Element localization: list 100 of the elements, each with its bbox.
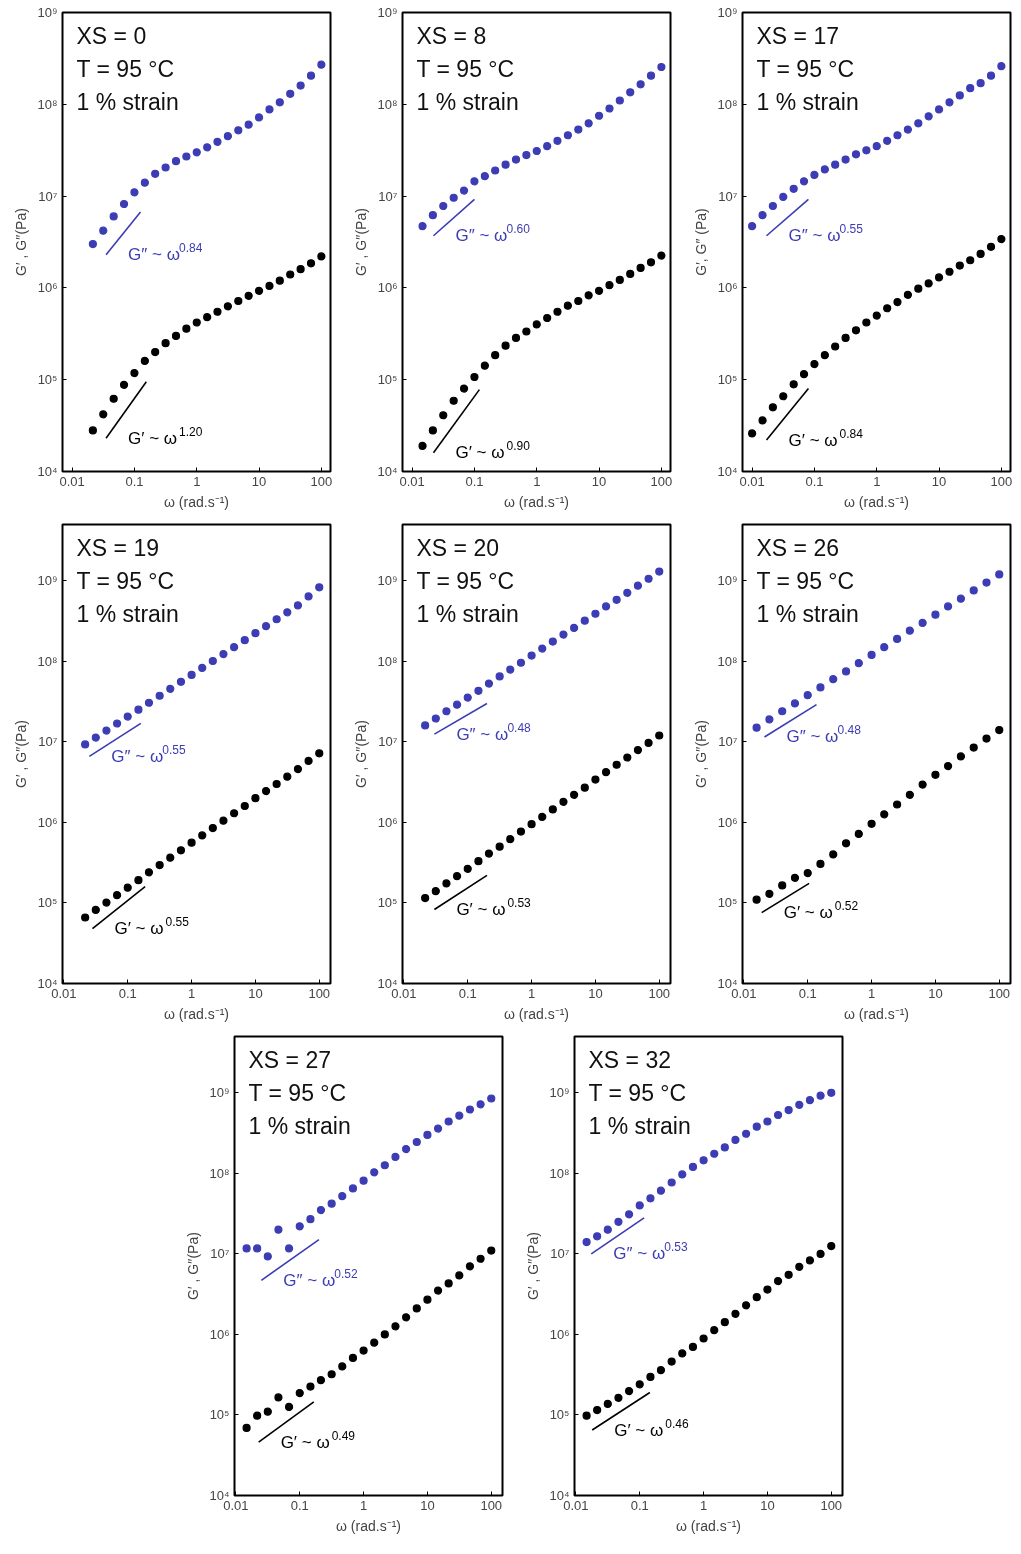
y-tick-label: 10⁴ — [37, 464, 58, 479]
point — [582, 1238, 591, 1247]
point — [254, 286, 264, 295]
point — [453, 872, 462, 881]
point — [854, 829, 863, 838]
point — [428, 426, 437, 435]
point — [171, 157, 181, 166]
point — [491, 351, 500, 360]
point — [182, 324, 191, 333]
point — [816, 683, 825, 692]
annotation: T = 95 °C — [416, 567, 515, 594]
point — [657, 251, 666, 260]
y-tick-label: 10⁶ — [377, 814, 398, 830]
point — [872, 142, 881, 151]
y-tick-label: 10⁹ — [717, 573, 738, 589]
point — [720, 1318, 729, 1327]
point — [155, 691, 164, 700]
point — [667, 1357, 676, 1366]
point — [203, 313, 212, 322]
point — [862, 318, 871, 327]
point — [966, 84, 975, 93]
point — [283, 608, 292, 617]
point — [903, 125, 913, 134]
point — [944, 602, 953, 611]
point — [914, 284, 923, 293]
point — [459, 186, 469, 195]
point — [644, 574, 653, 583]
point — [720, 1143, 729, 1152]
point — [474, 857, 483, 866]
point — [931, 610, 940, 619]
point — [532, 146, 541, 156]
y-tick-label: 10⁶ — [717, 814, 738, 830]
point — [893, 800, 902, 809]
annotation: 1 % strain — [756, 600, 859, 627]
x-axis-title: ω (rad.s⁻¹) — [336, 1517, 401, 1534]
point — [758, 416, 767, 425]
point — [799, 370, 809, 379]
point — [893, 298, 902, 307]
point — [275, 276, 284, 285]
point — [421, 893, 430, 903]
point — [187, 838, 196, 847]
x-tick-label: 1 — [867, 985, 876, 1001]
x-tick-label: 10 — [420, 1497, 435, 1513]
point — [646, 71, 656, 80]
point — [272, 615, 281, 624]
point — [893, 131, 902, 140]
point — [223, 302, 233, 311]
point — [752, 1122, 761, 1131]
point — [553, 136, 562, 145]
point — [574, 125, 583, 134]
point — [765, 889, 774, 898]
x-tick-label: 100 — [988, 985, 1011, 1001]
point — [646, 1194, 655, 1203]
point — [955, 91, 964, 100]
x-tick-label: 0.1 — [458, 985, 477, 1001]
point — [428, 211, 437, 220]
annotation: XS = 32 — [588, 1046, 671, 1073]
point — [883, 304, 892, 313]
point — [348, 1353, 358, 1363]
x-tick-label: 100 — [990, 473, 1013, 489]
point — [242, 1244, 251, 1253]
y-tick-label: 10⁷ — [550, 1246, 570, 1262]
point — [945, 267, 954, 276]
point — [306, 259, 316, 268]
point — [559, 630, 568, 639]
point — [827, 1241, 836, 1251]
y-tick-label: 10⁵ — [37, 895, 58, 911]
point — [484, 849, 494, 858]
point — [182, 152, 191, 161]
point — [123, 712, 132, 721]
y-tick-label: 10⁶ — [37, 814, 58, 830]
point — [234, 296, 243, 306]
annotation: T = 95 °C — [756, 55, 855, 82]
point — [253, 1244, 262, 1253]
point — [931, 770, 940, 779]
point — [501, 160, 510, 169]
point — [144, 868, 154, 877]
y-tick-label: 10⁵ — [717, 372, 738, 388]
annotation: 1 % strain — [248, 1112, 351, 1139]
point — [306, 1382, 315, 1391]
x-tick-label: 0.01 — [391, 985, 417, 1001]
point — [130, 369, 139, 378]
point — [752, 1293, 761, 1302]
annotation: XS = 8 — [416, 22, 487, 49]
point — [816, 1249, 825, 1258]
point — [790, 873, 800, 882]
x-tick-label: 0.01 — [59, 473, 85, 489]
annotation: T = 95 °C — [756, 567, 855, 594]
point — [262, 622, 271, 631]
y-tick-label: 10⁶ — [717, 280, 738, 296]
point — [778, 881, 787, 890]
y-tick-label: 10⁷ — [378, 188, 398, 204]
y-tick-label: 10⁸ — [209, 1165, 230, 1181]
point — [274, 1393, 283, 1402]
point — [636, 80, 645, 89]
point — [380, 1330, 389, 1339]
y-tick-label: 10⁵ — [549, 1407, 570, 1423]
point — [688, 1162, 698, 1172]
point — [506, 835, 515, 844]
point — [161, 163, 170, 172]
